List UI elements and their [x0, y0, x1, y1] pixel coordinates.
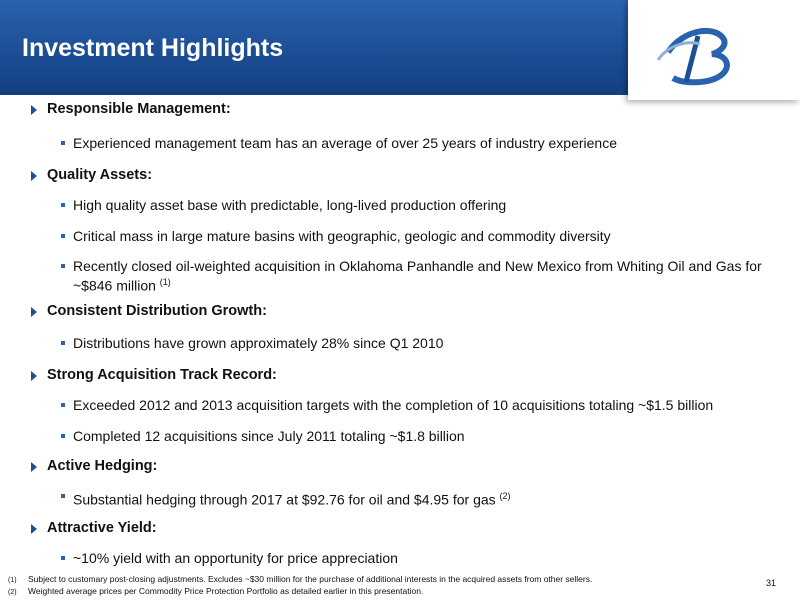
bullet-item: Distributions have grown approximately 2…	[73, 335, 778, 351]
bullet-text: Recently closed oil-weighted acquisition…	[73, 258, 762, 294]
footnote-ref: (1)	[159, 277, 171, 287]
bullet-item: Experienced management team has an avera…	[73, 135, 778, 151]
footnote-text: Weighted average prices per Commodity Pr…	[28, 586, 424, 596]
bullet-item: Completed 12 acquisitions since July 201…	[73, 428, 778, 444]
heading-arrow	[31, 171, 37, 181]
section-heading: Attractive Yield:	[47, 520, 157, 536]
bullet-item: High quality asset base with predictable…	[73, 197, 778, 213]
bullet-marker	[61, 494, 65, 498]
heading-arrow	[31, 462, 37, 472]
logo	[628, 0, 800, 100]
footnote-text: Subject to customary post-closing adjust…	[28, 574, 593, 584]
footnote: (2) Weighted average prices per Commodity…	[8, 586, 423, 596]
bullet-text: Distributions have grown approximately 2…	[73, 335, 444, 351]
bullet-marker	[61, 341, 65, 345]
bullet-marker	[61, 434, 65, 438]
bullet-text: High quality asset base with predictable…	[73, 197, 507, 213]
bullet-item: Recently closed oil-weighted acquisition…	[73, 258, 778, 294]
page-number: 31	[766, 578, 777, 588]
footnote: (1) Subject to customary post-closing adj…	[8, 574, 592, 584]
bullet-marker	[61, 264, 65, 268]
bullet-marker	[61, 403, 65, 407]
bullet-item: Critical mass in large mature basins wit…	[73, 228, 778, 244]
bullet-text: ~10% yield with an opportunity for price…	[73, 550, 398, 566]
section-heading: Strong Acquisition Track Record:	[47, 367, 277, 383]
heading-arrow	[31, 307, 37, 317]
section-heading: Consistent Distribution Growth:	[47, 303, 267, 319]
bullet-text: Substantial hedging through 2017 at $92.…	[73, 491, 496, 508]
footnote-ref: (2)	[499, 491, 511, 501]
logo-mark	[656, 27, 730, 86]
heading-arrow	[31, 371, 37, 381]
bullet-text: Experienced management team has an avera…	[73, 135, 617, 151]
bullet-item: Exceeded 2012 and 2013 acquisition targe…	[73, 397, 778, 413]
bullet-marker	[61, 556, 65, 560]
bullet-item: ~10% yield with an opportunity for price…	[73, 550, 778, 566]
section-heading: Active Hedging:	[47, 458, 158, 474]
bullet-marker	[61, 141, 65, 145]
section-heading: Quality Assets:	[47, 167, 153, 183]
logo-stroke	[665, 27, 730, 86]
bullet-item: Substantial hedging through 2017 at $92.…	[73, 488, 778, 508]
footnote-marker: (2)	[8, 589, 17, 596]
bullet-text: Critical mass in large mature basins wit…	[73, 228, 611, 244]
logo-stroke	[656, 41, 701, 61]
heading-arrow	[31, 105, 37, 115]
bullet-text: Exceeded 2012 and 2013 acquisition targe…	[73, 397, 714, 413]
bullet-marker	[61, 203, 65, 207]
bullet-marker	[61, 234, 65, 238]
heading-arrow	[31, 524, 37, 534]
footnote-marker: (1)	[8, 577, 17, 584]
section-heading: Responsible Management:	[47, 101, 231, 117]
slide-title: Investment Highlights	[22, 34, 284, 62]
bullet-text: Completed 12 acquisitions since July 201…	[73, 428, 465, 444]
